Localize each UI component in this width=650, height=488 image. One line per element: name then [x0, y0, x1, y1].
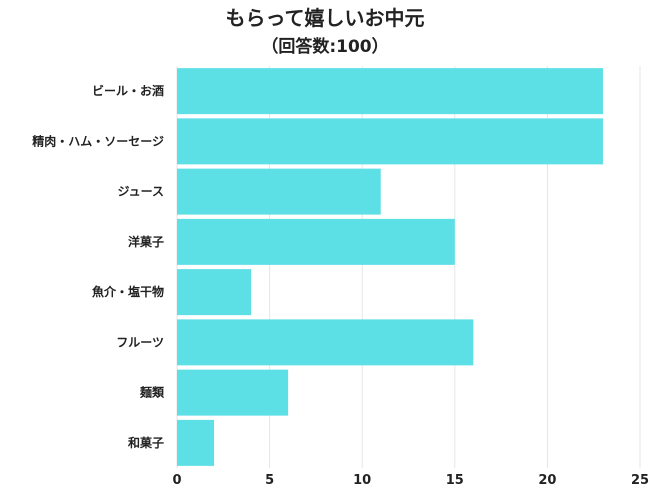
- bar: [177, 419, 215, 466]
- x-tick-label: 10: [353, 473, 371, 488]
- category-label: ビール・お酒: [92, 83, 164, 98]
- x-tick-label: 25: [631, 473, 649, 488]
- bar: [177, 68, 603, 115]
- category-label: フルーツ: [116, 335, 164, 349]
- bars: [177, 68, 603, 466]
- bar: [177, 168, 381, 215]
- bar: [177, 319, 474, 366]
- bar: [177, 218, 455, 265]
- chart-subtitle: （回答数:100）: [261, 37, 389, 57]
- chart-title: もらって嬉しいお中元: [225, 6, 425, 30]
- category-label: 魚介・塩干物: [92, 284, 164, 299]
- x-tick-label: 20: [538, 473, 556, 488]
- category-label: ジュース: [117, 185, 164, 199]
- x-tick-label: 0: [172, 473, 181, 488]
- x-tick-label: 5: [265, 473, 274, 488]
- category-label: 精肉・ハム・ソーセージ: [32, 133, 164, 148]
- x-tick-label: 15: [446, 473, 464, 488]
- category-label: 麺類: [139, 385, 165, 400]
- category-label: 洋菓子: [128, 234, 164, 249]
- bar: [177, 118, 603, 165]
- x-axis-tick-labels: 0 5 10 15 20 25: [172, 473, 649, 488]
- category-label: 和菓子: [127, 435, 164, 450]
- bar: [177, 369, 289, 416]
- bar: [177, 269, 252, 316]
